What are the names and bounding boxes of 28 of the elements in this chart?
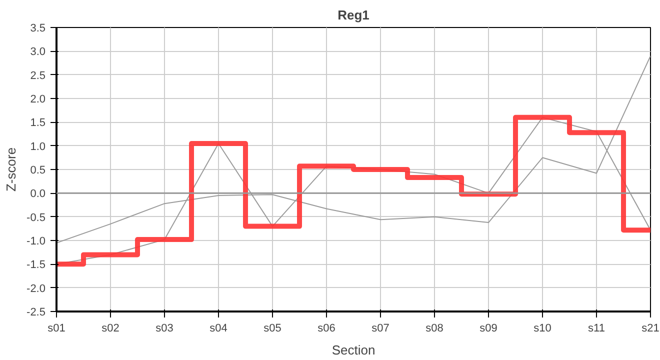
x-tick-label: s10: [534, 322, 552, 334]
x-tick-label: s11: [588, 322, 605, 334]
chart-title: Reg1: [338, 8, 370, 22]
x-tick-label: s08: [426, 322, 444, 334]
y-tick-label: -2.0: [26, 282, 46, 295]
x-tick-label: s05: [264, 322, 282, 334]
x-tick-label: s04: [210, 322, 228, 334]
y-tick-label: 1.5: [30, 117, 46, 130]
y-tick-label: 2.0: [30, 94, 46, 106]
x-axis-title: Section: [332, 342, 376, 358]
y-tick-label: 3.5: [30, 22, 46, 34]
y-tick-label: -1.0: [26, 236, 46, 248]
x-tick-label: s07: [372, 322, 390, 334]
x-tick-label: s01: [48, 322, 66, 334]
y-tick-label: 0.5: [30, 164, 46, 176]
x-tick-label: s09: [480, 322, 498, 334]
y-tick-label: 2.5: [30, 70, 46, 82]
y-tick-label: -1.5: [26, 259, 46, 272]
x-tick-label: s21: [642, 322, 660, 334]
y-tick-label: 1.0: [30, 140, 46, 153]
x-tick-label: s03: [156, 322, 174, 334]
y-axis-title: Z-score: [4, 147, 19, 192]
x-tick-label: s06: [318, 322, 336, 334]
y-tick-label: 0.0: [30, 188, 46, 200]
y-tick-label: 3.0: [30, 46, 46, 58]
y-tick-label: -0.5: [26, 212, 46, 224]
x-tick-label: s02: [102, 322, 120, 334]
y-tick-label: -2.5: [26, 306, 46, 318]
